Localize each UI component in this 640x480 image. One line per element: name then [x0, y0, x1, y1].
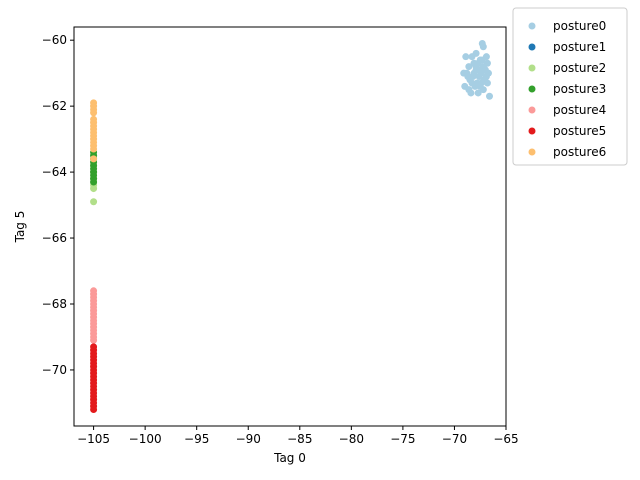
y-axis-ticks: −70 −68 −66 −64 −62 −60: [42, 33, 74, 377]
data-point-posture5: [90, 406, 98, 414]
data-point-posture0: [483, 79, 491, 87]
data-point-posture0: [471, 82, 479, 90]
legend-marker-posture3: [528, 85, 536, 93]
legend-marker-posture1: [528, 43, 536, 51]
data-point-posture0: [474, 89, 482, 97]
y-axis-label: Tag 5: [13, 211, 27, 244]
data-point-posture0: [475, 66, 483, 74]
data-point-posture0: [481, 66, 489, 74]
y-tick-label: −60: [42, 33, 67, 47]
data-point-posture2: [90, 198, 98, 206]
legend-label-posture4: posture4: [553, 103, 606, 117]
data-point-posture4: [90, 336, 98, 344]
data-point-posture0: [475, 72, 483, 80]
x-tick-label: −70: [442, 432, 467, 446]
x-tick-label: −80: [339, 432, 364, 446]
legend-marker-posture5: [528, 127, 536, 135]
plot-area-frame: [73, 26, 507, 427]
data-point-posture3: [90, 178, 98, 186]
y-tick-label: −62: [42, 99, 67, 113]
x-tick-label: −105: [77, 432, 110, 446]
legend: posture0 posture1 posture2 posture3 posture4…: [512, 7, 628, 166]
y-tick-label: −68: [42, 297, 67, 311]
data-point-posture0: [477, 79, 485, 87]
data-point-posture0: [465, 63, 473, 71]
data-point-posture0: [479, 43, 487, 51]
x-tick-label: −95: [184, 432, 209, 446]
data-point-posture0: [478, 56, 486, 64]
legend-marker-posture2: [528, 64, 536, 72]
x-axis-ticks: −105 −100 −95 −90 −85 −80 −75 −70 −65: [77, 426, 519, 446]
data-points-layer: [90, 39, 494, 414]
data-point-posture0: [470, 69, 478, 77]
legend-label-posture3: posture3: [553, 82, 606, 96]
legend-label-posture2: posture2: [553, 61, 606, 75]
data-point-posture0: [486, 92, 494, 100]
data-point-posture0: [464, 72, 472, 80]
legend-marker-posture0: [528, 22, 536, 30]
legend-marker-posture4: [528, 106, 536, 114]
data-point-posture2: [90, 185, 98, 193]
x-tick-label: −75: [390, 432, 415, 446]
data-point-posture6: [90, 109, 98, 117]
legend-label-posture0: posture0: [553, 19, 606, 33]
y-tick-label: −66: [42, 231, 67, 245]
x-tick-label: −90: [236, 432, 261, 446]
legend-marker-posture6: [528, 148, 536, 156]
data-point-posture0: [468, 53, 476, 61]
legend-label-posture5: posture5: [553, 124, 606, 138]
data-point-posture6: [90, 155, 98, 163]
legend-label-posture6: posture6: [553, 145, 606, 159]
data-point-posture0: [479, 86, 487, 94]
x-tick-label: −65: [493, 432, 518, 446]
x-tick-label: −100: [129, 432, 162, 446]
data-point-posture0: [467, 89, 475, 97]
x-axis-label: Tag 0: [273, 451, 306, 465]
y-tick-label: −64: [42, 165, 67, 179]
data-point-posture0: [462, 53, 470, 61]
legend-label-posture1: posture1: [553, 40, 606, 54]
legend-box: [512, 7, 628, 166]
data-point-posture6: [90, 145, 98, 153]
x-tick-label: −85: [287, 432, 312, 446]
y-tick-label: −70: [42, 363, 67, 377]
